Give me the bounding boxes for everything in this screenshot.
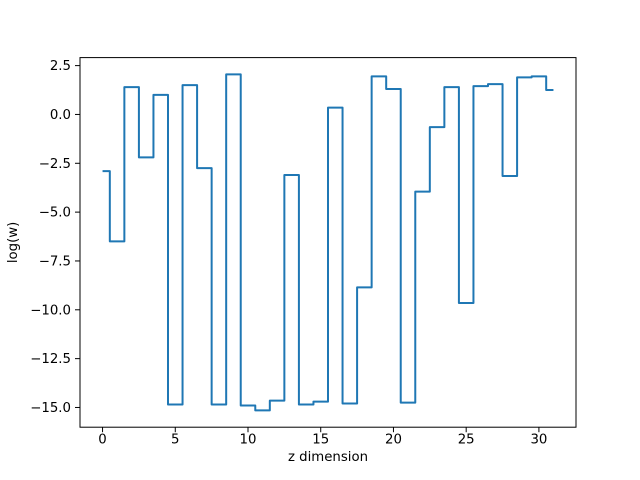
y-tick-label: −5.0 (39, 206, 71, 221)
y-tick-label: −15.0 (30, 401, 71, 416)
step-line (102, 73, 554, 412)
plot-area: 0 5 10 15 20 25 30 2.5 0.0 −2.5 −5.0 −7.5 −10.0 −12.5… (30, 57, 577, 448)
x-tick-label: 30 (530, 433, 547, 448)
x-tick-label: 0 (98, 433, 106, 448)
y-axis-label: log(w) (6, 222, 21, 264)
x-tick-label: 15 (312, 433, 329, 448)
x-tick-label: 10 (240, 433, 257, 448)
y-tick-label: 2.5 (50, 59, 71, 74)
y-tick-label: 0.0 (50, 108, 71, 123)
x-tick-label: 5 (171, 433, 179, 448)
y-tick-label: −12.5 (30, 352, 71, 367)
y-tick-label: −7.5 (39, 254, 71, 269)
x-axis-label: z dimension (288, 450, 368, 465)
x-tick-label: 20 (385, 433, 402, 448)
y-tick-label: −10.0 (30, 303, 71, 318)
axes-spines (79, 57, 577, 428)
x-tick-label: 25 (458, 433, 475, 448)
y-tick-label: −2.5 (39, 157, 71, 172)
